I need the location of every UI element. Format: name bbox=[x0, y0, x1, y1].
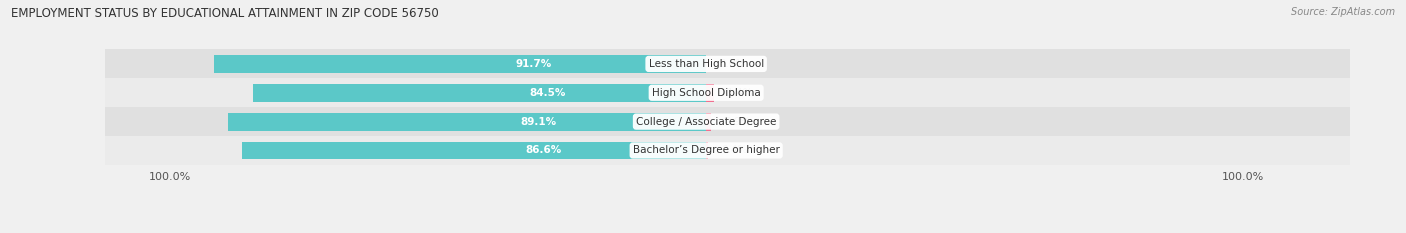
Bar bbox=[105, 107, 1350, 136]
Bar bbox=[242, 141, 706, 159]
Text: 91.7%: 91.7% bbox=[516, 59, 553, 69]
Bar bbox=[706, 84, 714, 102]
Text: College / Associate Degree: College / Associate Degree bbox=[636, 116, 776, 127]
Bar bbox=[105, 49, 1350, 78]
Bar bbox=[214, 55, 706, 73]
Text: Source: ZipAtlas.com: Source: ZipAtlas.com bbox=[1291, 7, 1395, 17]
Text: EMPLOYMENT STATUS BY EDUCATIONAL ATTAINMENT IN ZIP CODE 56750: EMPLOYMENT STATUS BY EDUCATIONAL ATTAINM… bbox=[11, 7, 439, 20]
Text: 84.5%: 84.5% bbox=[529, 88, 565, 98]
Text: 89.1%: 89.1% bbox=[520, 116, 557, 127]
Text: High School Diploma: High School Diploma bbox=[652, 88, 761, 98]
Text: 86.6%: 86.6% bbox=[526, 145, 562, 155]
Bar bbox=[706, 113, 711, 130]
Text: Bachelor’s Degree or higher: Bachelor’s Degree or higher bbox=[633, 145, 779, 155]
Text: 0.4%: 0.4% bbox=[721, 145, 748, 155]
Text: Less than High School: Less than High School bbox=[648, 59, 763, 69]
Text: 0.9%: 0.9% bbox=[724, 116, 751, 127]
Bar bbox=[706, 141, 709, 159]
Text: 1.4%: 1.4% bbox=[727, 88, 754, 98]
Bar bbox=[105, 136, 1350, 165]
Bar bbox=[253, 84, 706, 102]
Bar bbox=[228, 113, 706, 130]
Text: 0.0%: 0.0% bbox=[720, 59, 745, 69]
Bar bbox=[105, 78, 1350, 107]
